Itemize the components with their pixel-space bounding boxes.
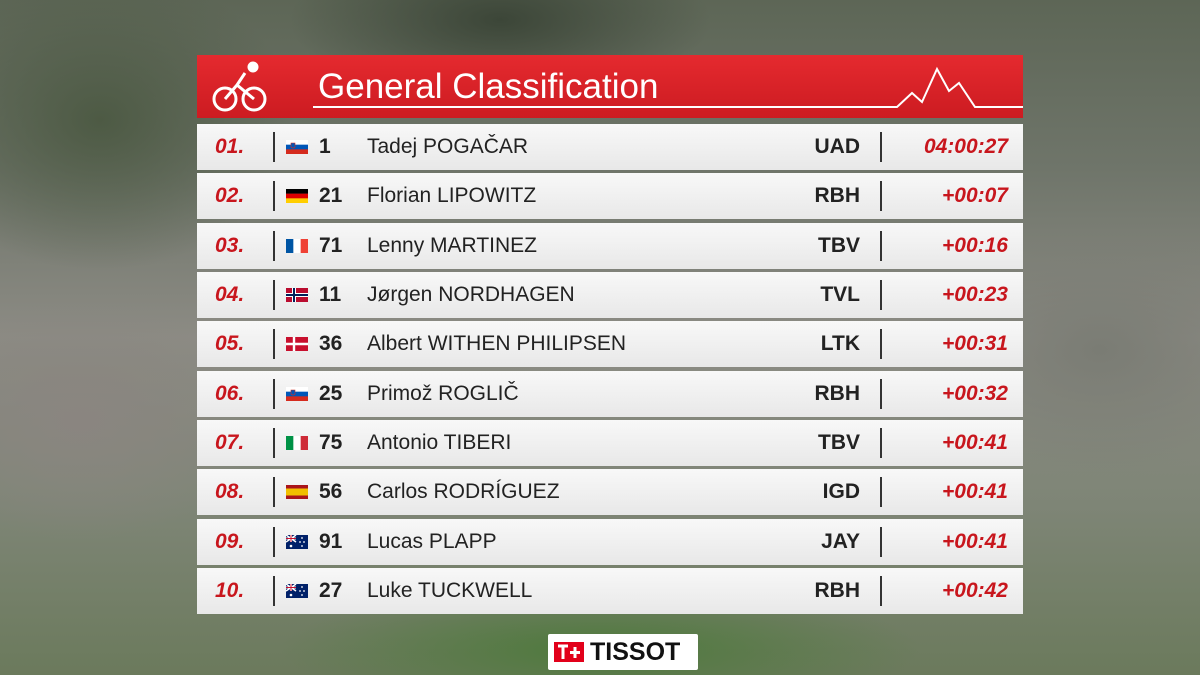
gc-time: +00:32 (942, 381, 1008, 405)
separator (273, 230, 275, 261)
country-flag (286, 287, 308, 302)
rider-name: Lucas PLAPP (367, 529, 497, 553)
team-code: IGD (822, 480, 860, 504)
mountain-line (313, 66, 1023, 108)
rider-name: Tadej POGAČAR (367, 135, 529, 158)
separator (273, 181, 275, 212)
rank: 09. (215, 529, 245, 553)
separator (273, 378, 275, 409)
separator (880, 427, 882, 458)
table-row: 09. 91 Lucas PLAPP JAY +00:41 (197, 518, 1023, 565)
separator (273, 477, 275, 508)
table-row: 05. 36 Albert WITHEN PHILIPSEN LTK +00:31 (197, 321, 1023, 368)
header-bar: General Classification (197, 55, 1023, 118)
separator (273, 329, 275, 360)
gc-time: +00:23 (942, 282, 1008, 306)
bib-number: 25 (319, 381, 343, 405)
sponsor-icon (554, 642, 584, 662)
rider-name: Primož ROGLIČ (367, 381, 519, 405)
separator (273, 575, 275, 606)
rank: 03. (215, 233, 245, 257)
sponsor-name: TISSOT (590, 638, 681, 666)
rank: 10. (215, 578, 245, 602)
separator (273, 526, 275, 557)
country-flag (286, 337, 308, 352)
separator (880, 575, 882, 606)
bib-number: 21 (319, 184, 343, 208)
bib-number: 56 (319, 480, 343, 504)
gc-time: +00:41 (942, 430, 1008, 454)
team-code: LTK (820, 332, 860, 356)
separator (273, 279, 275, 310)
separator (880, 181, 882, 212)
bib-number: 11 (319, 282, 342, 306)
rank: 01. (215, 135, 245, 158)
rank: 02. (215, 184, 245, 208)
bib-number: 75 (319, 430, 343, 454)
separator (880, 477, 882, 508)
team-code: TBV (818, 233, 860, 257)
cyclist-icon (212, 61, 267, 112)
table-row: 06. 25 Primož ROGLIČ RBH +00:32 (197, 370, 1023, 417)
rider-name: Florian LIPOWITZ (367, 184, 537, 208)
gc-time: +00:07 (942, 184, 1008, 208)
header-decor (212, 61, 1023, 112)
team-code: RBH (814, 578, 861, 602)
table-row: 03. 71 Lenny MARTINEZ TBV +00:16 (197, 222, 1023, 269)
table-row: 02. 21 Florian LIPOWITZ RBH +00:07 (197, 173, 1023, 220)
bib-number: 36 (319, 332, 343, 356)
separator (273, 427, 275, 458)
bib-number: 27 (319, 578, 343, 602)
separator (880, 329, 882, 360)
rank: 08. (215, 480, 245, 504)
team-code: TVL (820, 282, 860, 306)
rider-name: Antonio TIBERI (367, 430, 512, 454)
separator (273, 132, 275, 162)
bib-number: 91 (319, 529, 343, 553)
country-flag (286, 386, 308, 401)
separator (880, 526, 882, 557)
country-flag (286, 485, 308, 500)
country-flag (286, 140, 308, 154)
rank: 07. (215, 430, 245, 454)
country-flag (286, 534, 308, 549)
country-flag (286, 583, 308, 598)
table-row: 10. 27 Luke TUCKWELL RBH +00:42 (197, 567, 1023, 614)
table-row: 01. 1 Tadej POGAČAR UAD 04:00:27 (197, 124, 1023, 170)
gc-time: +00:42 (942, 578, 1008, 602)
team-code: UAD (814, 135, 861, 158)
separator (880, 279, 882, 310)
table-row: 08. 56 Carlos RODRÍGUEZ IGD +00:41 (197, 469, 1023, 516)
bib-number: 71 (319, 233, 343, 257)
country-flag (286, 238, 308, 253)
table-row: 07. 75 Antonio TIBERI TBV +00:41 (197, 419, 1023, 466)
bib-number: 1 (319, 135, 331, 158)
gc-time: +00:31 (942, 332, 1008, 356)
rider-name: Carlos RODRÍGUEZ (367, 480, 560, 504)
rider-name: Albert WITHEN PHILIPSEN (367, 332, 627, 356)
title: General Classification (318, 67, 659, 106)
separator (880, 378, 882, 409)
rider-name: Luke TUCKWELL (367, 578, 533, 602)
gc-time: 04:00:27 (923, 135, 1008, 158)
separator (880, 230, 882, 261)
gc-time: +00:16 (942, 233, 1008, 257)
gc-time: +00:41 (942, 529, 1008, 553)
team-code: TBV (818, 430, 860, 454)
team-code: RBH (814, 381, 861, 405)
team-code: JAY (821, 529, 860, 553)
rider-name: Lenny MARTINEZ (367, 233, 537, 257)
rider-name: Jørgen NORDHAGEN (367, 282, 575, 306)
sponsor-logo: TISSOT (548, 634, 698, 670)
team-code: RBH (814, 184, 861, 208)
country-flag (286, 435, 308, 450)
rank: 06. (215, 381, 245, 405)
table-row: 04. 11 Jørgen NORDHAGEN TVL +00:23 (197, 271, 1023, 318)
rank: 05. (215, 332, 245, 356)
rank: 04. (215, 282, 245, 306)
country-flag (286, 189, 308, 204)
separator (880, 132, 882, 162)
gc-time: +00:41 (942, 480, 1008, 504)
